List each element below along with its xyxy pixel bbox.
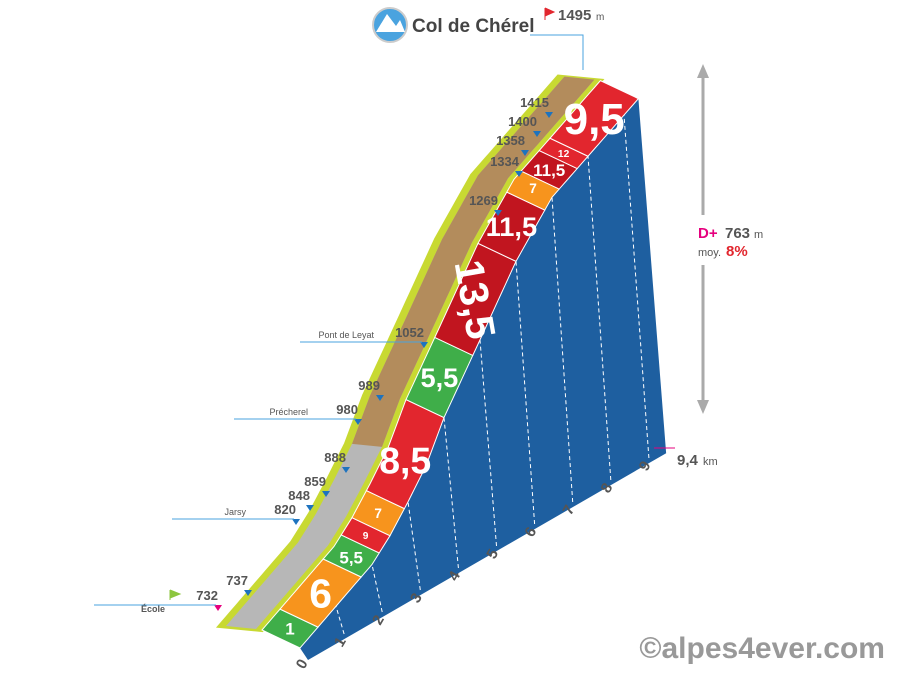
elevation-marker [306, 505, 314, 511]
elevation-marker [494, 210, 502, 216]
km-guide [335, 606, 345, 635]
grade-label: 6 [309, 570, 332, 616]
elevation-label: 1052 [395, 325, 424, 340]
elevation-marker [420, 342, 428, 348]
distance-value: 9,4 [677, 452, 699, 469]
grade-label: 8,5 [379, 440, 431, 482]
elevation-marker [533, 131, 541, 137]
place-label: École [141, 604, 165, 614]
gain-unit: m [754, 229, 763, 241]
km-guide [515, 261, 536, 525]
copyright: ©alpes4ever.com [639, 632, 885, 665]
elevation-label: 732 [196, 588, 218, 603]
place-label: Précherel [269, 407, 308, 417]
side-face [300, 98, 667, 660]
elevation-marker [292, 519, 300, 525]
km-guide [371, 564, 383, 613]
grade-label: 11,5 [486, 211, 537, 242]
km-guide [587, 156, 612, 481]
avg-label: moy. [698, 247, 721, 259]
elevation-label: 980 [336, 402, 358, 417]
title: Col de Chérel [412, 16, 534, 37]
gain-value: 763 [725, 225, 750, 242]
elevation-marker [545, 112, 553, 118]
elevation-label: 888 [324, 450, 346, 465]
elevation-label: 989 [358, 378, 380, 393]
grade-label: 5,5 [339, 549, 363, 568]
elevation-label: 1400 [508, 114, 537, 129]
elevation-label: 1358 [496, 133, 525, 148]
elevation-label: 820 [274, 502, 296, 517]
gain-label: D+ [698, 225, 718, 242]
place-label: Pont de Leyat [318, 330, 374, 340]
grade-label: 1 [285, 620, 294, 639]
grade-label: 12 [558, 149, 570, 160]
elevation-label: 1269 [469, 193, 498, 208]
summit-flag [544, 7, 556, 20]
start-flag [169, 589, 182, 600]
grade-label: 11,5 [533, 161, 565, 180]
elevation-marker [515, 171, 523, 177]
elevation-marker [244, 590, 252, 596]
elevation-marker [521, 150, 529, 156]
elevation-label: 737 [226, 573, 248, 588]
icon-mountain [376, 14, 405, 32]
grade-label: 5,5 [421, 362, 459, 393]
grade-label: 9 [363, 531, 369, 542]
km-guide [551, 197, 574, 503]
elevation-label: 859 [304, 474, 326, 489]
elevation-label: 848 [288, 488, 310, 503]
elevation-marker [322, 491, 330, 497]
profile-shapes [215, 74, 667, 660]
grade-label: 9,5 [564, 95, 625, 144]
avg-value: 8% [726, 243, 748, 260]
summit-elevation: 1495 [558, 7, 591, 24]
elevation-marker [342, 467, 350, 473]
dirt-road [352, 76, 595, 447]
grade-label: 7 [374, 506, 382, 521]
distance-unit: km [703, 456, 718, 468]
km-guide [407, 501, 421, 591]
elevation-marker [376, 395, 384, 401]
elevation-marker [354, 419, 362, 425]
elevation-label: 1334 [490, 154, 520, 169]
grade-label: 7 [529, 181, 537, 196]
summit-leader [530, 34, 584, 70]
summit-unit: m [596, 12, 604, 23]
elevation-marker [214, 605, 222, 611]
elevation-label: 1415 [520, 95, 549, 110]
km-guide [623, 115, 650, 459]
grade-segment [549, 80, 640, 157]
gain-box [690, 215, 770, 265]
place-label: Jarsy [224, 507, 246, 517]
